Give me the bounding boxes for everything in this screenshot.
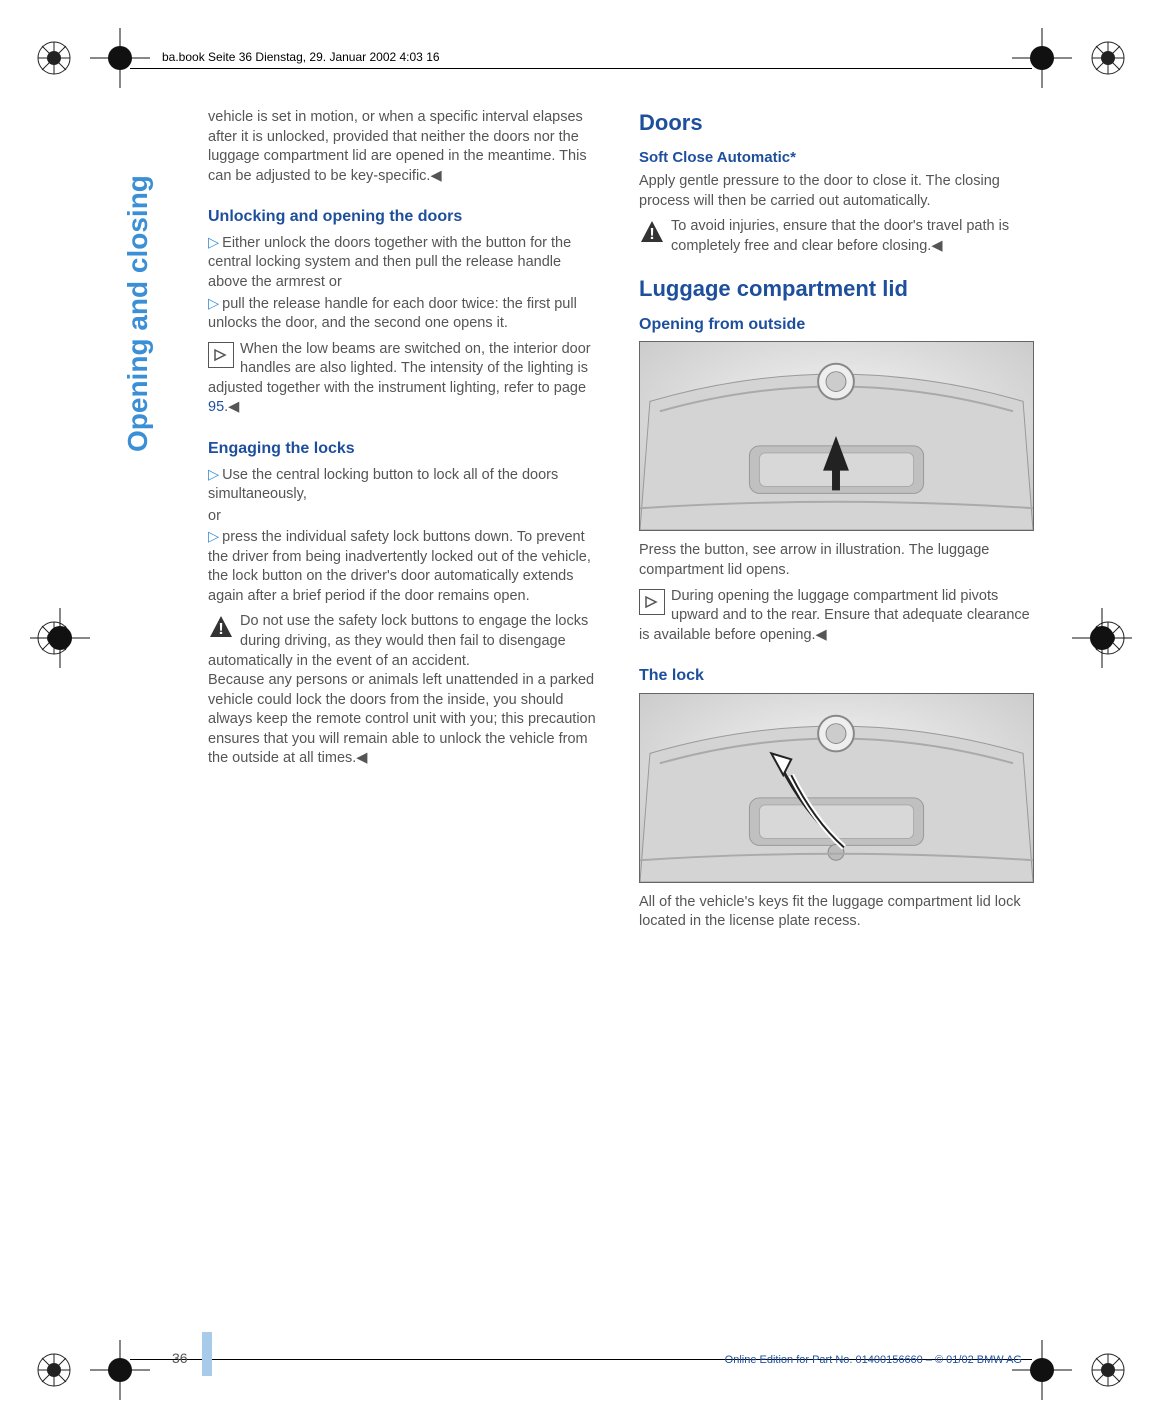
crosshair-tr bbox=[1012, 28, 1072, 88]
note-icon bbox=[639, 589, 665, 615]
para-lock-or: or bbox=[208, 507, 603, 527]
note-lowbeams: When the low beams are switched on, the … bbox=[208, 340, 603, 418]
left-column: vehicle is set in motion, or when a spec… bbox=[208, 108, 603, 934]
regmark-tr bbox=[1090, 40, 1126, 76]
note-clearance: During opening the luggage compartment l… bbox=[639, 587, 1034, 646]
heading-engaging: Engaging the locks bbox=[208, 438, 603, 460]
heading-luggage: Luggage compartment lid bbox=[639, 274, 1034, 304]
heading-softclose: Soft Close Automatic* bbox=[639, 148, 1034, 168]
warning-text-b: Because any persons or animals left unat… bbox=[208, 672, 596, 766]
note-text-b: .◀ bbox=[224, 399, 239, 415]
heading-the-lock: The lock bbox=[639, 665, 1034, 687]
top-rule bbox=[130, 68, 1032, 69]
triangle-bullet-icon: ▷ bbox=[208, 529, 219, 545]
illustration-opening: MV00728CMA bbox=[639, 341, 1034, 531]
page-content: Opening and closing vehicle is set in mo… bbox=[128, 108, 1034, 1318]
crosshair-bl bbox=[90, 1340, 150, 1400]
illustration-lock: MV00727CMA bbox=[639, 693, 1034, 883]
para-press-button: Press the button, see arrow in illustrat… bbox=[639, 541, 1034, 580]
warning-text: To avoid injuries, ensure that the door'… bbox=[671, 218, 1009, 254]
note-icon bbox=[208, 342, 234, 368]
right-column: Doors Soft Close Automatic* Apply gentle… bbox=[639, 108, 1034, 934]
crosshair-mr bbox=[1072, 608, 1132, 668]
side-chapter-title: Opening and closing bbox=[122, 175, 154, 452]
para-keys-fit: All of the vehicle's keys fit the luggag… bbox=[639, 893, 1034, 932]
warning-locks: ! Do not use the safety lock buttons to … bbox=[208, 612, 603, 769]
text: press the individual safety lock buttons… bbox=[208, 529, 591, 604]
triangle-bullet-icon: ▷ bbox=[208, 235, 219, 251]
text: Use the central locking button to lock a… bbox=[208, 467, 558, 503]
crosshair-ml bbox=[30, 608, 90, 668]
text: pull the release handle for each door tw… bbox=[208, 296, 577, 332]
warning-icon: ! bbox=[639, 219, 665, 245]
header-text: ba.book Seite 36 Dienstag, 29. Januar 20… bbox=[158, 50, 444, 64]
svg-text:!: ! bbox=[218, 621, 223, 638]
regmark-bl bbox=[36, 1352, 72, 1388]
footer-text: Online Edition for Part No. 01400156660 … bbox=[725, 1354, 1022, 1366]
page-number: 36 bbox=[172, 1350, 188, 1366]
para-intro: vehicle is set in motion, or when a spec… bbox=[208, 108, 603, 186]
page-number-bar bbox=[202, 1332, 212, 1376]
warning-text-a: Do not use the safety lock buttons to en… bbox=[208, 613, 588, 668]
page-link-95[interactable]: 95 bbox=[208, 399, 224, 415]
crosshair-tl bbox=[90, 28, 150, 88]
note-text-a: When the low beams are switched on, the … bbox=[208, 341, 591, 396]
regmark-tl bbox=[36, 40, 72, 76]
warning-softclose: ! To avoid injuries, ensure that the doo… bbox=[639, 217, 1034, 256]
triangle-bullet-icon: ▷ bbox=[208, 467, 219, 483]
para-lock-2: ▷press the individual safety lock button… bbox=[208, 528, 603, 606]
para-unlock-1: ▷Either unlock the doors together with t… bbox=[208, 234, 603, 293]
heading-doors: Doors bbox=[639, 108, 1034, 138]
heading-opening-outside: Opening from outside bbox=[639, 314, 1034, 336]
svg-text:!: ! bbox=[649, 226, 654, 243]
regmark-br bbox=[1090, 1352, 1126, 1388]
warning-icon: ! bbox=[208, 614, 234, 640]
note-text: During opening the luggage compartment l… bbox=[639, 588, 1030, 643]
text: Either unlock the doors together with th… bbox=[208, 235, 571, 290]
heading-unlocking: Unlocking and opening the doors bbox=[208, 206, 603, 228]
triangle-bullet-icon: ▷ bbox=[208, 296, 219, 312]
para-softclose: Apply gentle pressure to the door to clo… bbox=[639, 172, 1034, 211]
para-lock-1: ▷Use the central locking button to lock … bbox=[208, 466, 603, 505]
crosshair-br bbox=[1012, 1340, 1072, 1400]
para-unlock-2: ▷pull the release handle for each door t… bbox=[208, 295, 603, 334]
